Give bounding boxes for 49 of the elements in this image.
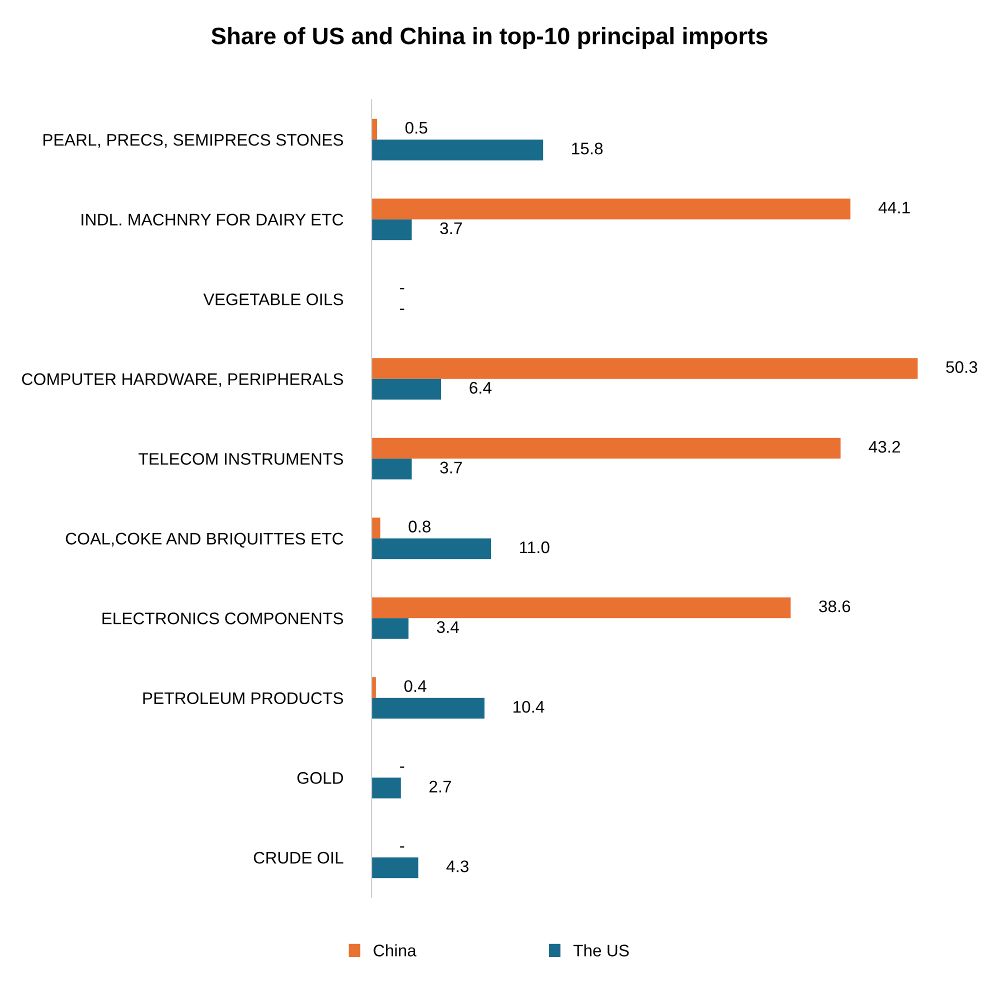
- bar: [372, 438, 841, 459]
- bar: [372, 358, 918, 379]
- data-label: 10.4: [514, 700, 544, 713]
- data-label: 38.6: [819, 600, 850, 612]
- bar: [372, 618, 408, 639]
- bar: [372, 597, 791, 618]
- data-label: 44.1: [878, 202, 910, 214]
- chart-title: Share of US and China in top-10 principal imports: [211, 27, 768, 50]
- y-tick-label: ELECTRONICS COMPONENTS: [102, 612, 344, 624]
- data-label: 43.2: [868, 440, 900, 453]
- y-tick-label: PETROLEUM PRODUCTS: [143, 692, 344, 704]
- legend-label: China: [374, 944, 416, 956]
- data-label: 4.3: [446, 860, 468, 872]
- text: -: [400, 308, 404, 310]
- bar: [372, 857, 418, 878]
- y-tick-label: INDL. MACHNRY FOR DAIRY ETC: [82, 214, 344, 226]
- y-tick-label: VEGETABLE OILS: [203, 294, 344, 306]
- data-label: 3.4: [436, 621, 459, 633]
- y-tick-label: TELECOM INSTRUMENTS: [138, 453, 344, 465]
- data-label: 2.7: [430, 780, 451, 792]
- legend-label: The US: [573, 944, 629, 956]
- data-label: 15.8: [572, 142, 603, 154]
- bar: [372, 698, 484, 719]
- bar: [372, 778, 401, 798]
- text: -: [400, 766, 404, 768]
- y-tick-label: COAL,COKE AND BRIQUITTES ETC: [66, 532, 344, 548]
- y-tick-label: CRUDE OIL: [254, 852, 344, 864]
- bar: [372, 458, 412, 480]
- bar: [372, 378, 442, 400]
- data-label: 0.4: [404, 680, 426, 692]
- data-label: 3.7: [440, 462, 462, 474]
- bar: [372, 538, 491, 560]
- data-label: 0.5: [405, 122, 428, 134]
- data-label: 6.4: [470, 382, 492, 394]
- data-label: 3.7: [440, 222, 462, 234]
- y-tick-label: GOLD: [297, 772, 343, 784]
- data-label: 11.0: [520, 541, 550, 554]
- y-tick-label: COMPUTER HARDWARE, PERIPHERALS: [22, 373, 344, 388]
- data-label: 50.3: [946, 361, 978, 373]
- bar: [372, 219, 412, 240]
- text: -: [400, 846, 404, 848]
- data-label: 0.8: [408, 520, 430, 532]
- bar: [372, 198, 850, 220]
- text: -: [400, 288, 404, 290]
- bar: [372, 518, 380, 538]
- y-tick-label: PEARL, PRECS, SEMIPRECS STONES: [44, 134, 344, 148]
- bar: [372, 140, 544, 160]
- bar: [372, 677, 376, 698]
- bar: [372, 118, 378, 140]
